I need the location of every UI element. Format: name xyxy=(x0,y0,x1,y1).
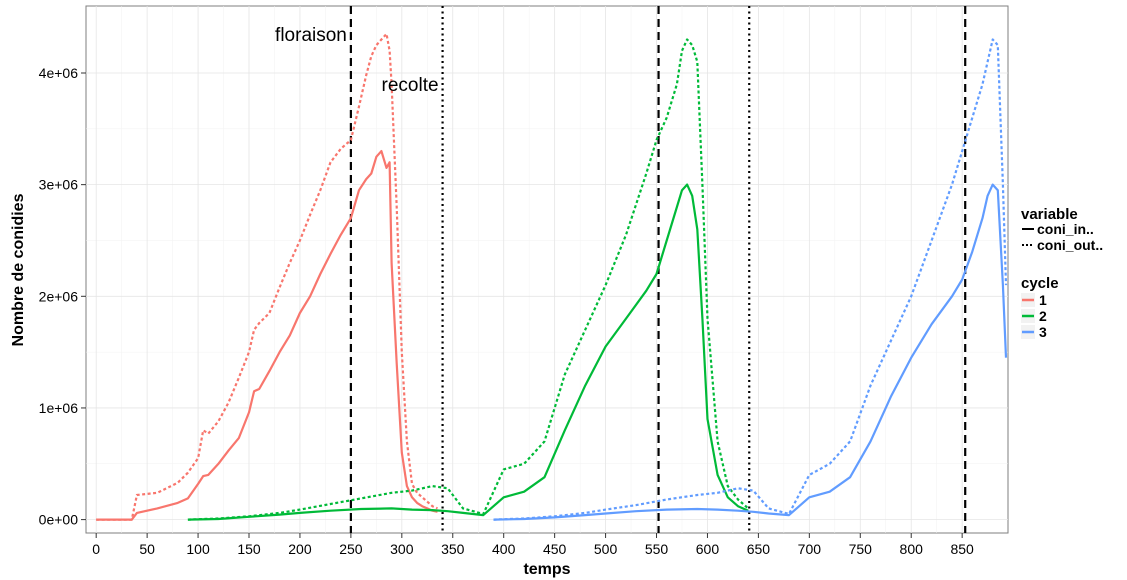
y-tick-label: 4e+06 xyxy=(39,65,79,81)
x-tick-label: 550 xyxy=(645,541,669,557)
y-axis-ticks: 0e+00 1e+06 2e+06 3e+06 4e+06 xyxy=(39,65,86,528)
annotation-label: floraison xyxy=(275,25,347,46)
x-tick-label: 500 xyxy=(594,541,618,557)
legend-title-variable: variable xyxy=(1021,206,1078,223)
x-tick-label: 600 xyxy=(696,541,720,557)
y-tick-label: 1e+06 xyxy=(39,400,79,416)
x-tick-label: 250 xyxy=(339,541,363,557)
x-axis-title: temps xyxy=(523,561,570,578)
x-tick-label: 650 xyxy=(747,541,771,557)
legend-label-cycle: 2 xyxy=(1039,308,1047,324)
x-tick-label: 750 xyxy=(849,541,873,557)
y-tick-label: 0e+00 xyxy=(39,512,79,528)
x-tick-label: 300 xyxy=(390,541,414,557)
x-tick-label: 850 xyxy=(950,541,974,557)
minor-gridlines xyxy=(86,6,1008,533)
x-tick-label: 800 xyxy=(900,541,924,557)
y-axis-title: Nombre de conidies xyxy=(10,193,27,346)
x-tick-label: 350 xyxy=(441,541,465,557)
legend-label-cycle: 1 xyxy=(1039,292,1047,308)
series-line-cycle-3-out xyxy=(493,38,1008,521)
x-tick-label: 0 xyxy=(92,541,100,557)
x-tick-label: 50 xyxy=(139,541,155,557)
x-tick-label: 450 xyxy=(543,541,567,557)
x-tick-label: 200 xyxy=(288,541,312,557)
y-tick-label: 2e+06 xyxy=(39,288,79,304)
series-group xyxy=(96,32,1008,521)
x-tick-label: 100 xyxy=(186,541,210,557)
x-axis-ticks: 0 50 100 150 200 250 300 350 400 450 500 550 600 650 7… xyxy=(92,533,974,557)
series-line-cycle-1-in xyxy=(96,150,438,521)
x-tick-label: 700 xyxy=(798,541,822,557)
series-line-cycle-2-in xyxy=(187,183,749,521)
legend-label-variable: coni_in.. xyxy=(1037,221,1094,237)
legend: variable cycle coni_in..coni_out.. 123 xyxy=(1021,206,1103,340)
y-tick-label: 3e+06 xyxy=(39,177,79,193)
x-tick-label: 400 xyxy=(492,541,516,557)
annotation-label: recolte xyxy=(382,75,439,96)
plot-panel xyxy=(85,5,1009,534)
legend-label-cycle: 3 xyxy=(1039,324,1047,340)
x-tick-label: 150 xyxy=(237,541,261,557)
legend-title-cycle: cycle xyxy=(1021,275,1059,292)
legend-label-variable: coni_out.. xyxy=(1037,237,1103,253)
major-gridlines xyxy=(86,6,1008,533)
series-line-cycle-3-in xyxy=(493,183,1008,521)
series-line-cycle-1-out xyxy=(96,32,438,521)
annotations: floraison recolte xyxy=(275,25,439,96)
